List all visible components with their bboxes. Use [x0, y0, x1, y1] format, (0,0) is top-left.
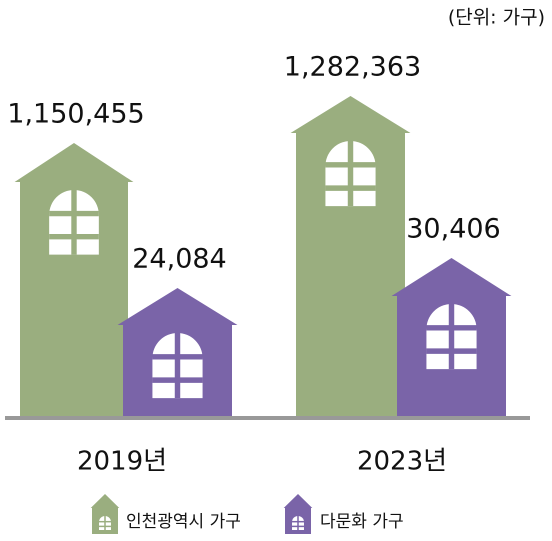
house-bar [14, 143, 134, 416]
value-label: 1,150,455 [7, 99, 144, 130]
unit-note: (단위: 가구) [448, 7, 545, 29]
legend-icon [90, 494, 120, 534]
legend-label: 인천광역시 가구 [126, 512, 241, 532]
legend-icon [283, 494, 313, 534]
value-label: 1,282,363 [284, 52, 421, 83]
house-bar [290, 96, 411, 416]
value-label: 24,084 [132, 244, 226, 275]
legend-label: 다문화 가구 [320, 512, 404, 532]
x-tick-label: 2023년 [357, 447, 447, 477]
value-label: 30,406 [406, 214, 500, 245]
x-tick-label: 2019년 [77, 447, 167, 477]
